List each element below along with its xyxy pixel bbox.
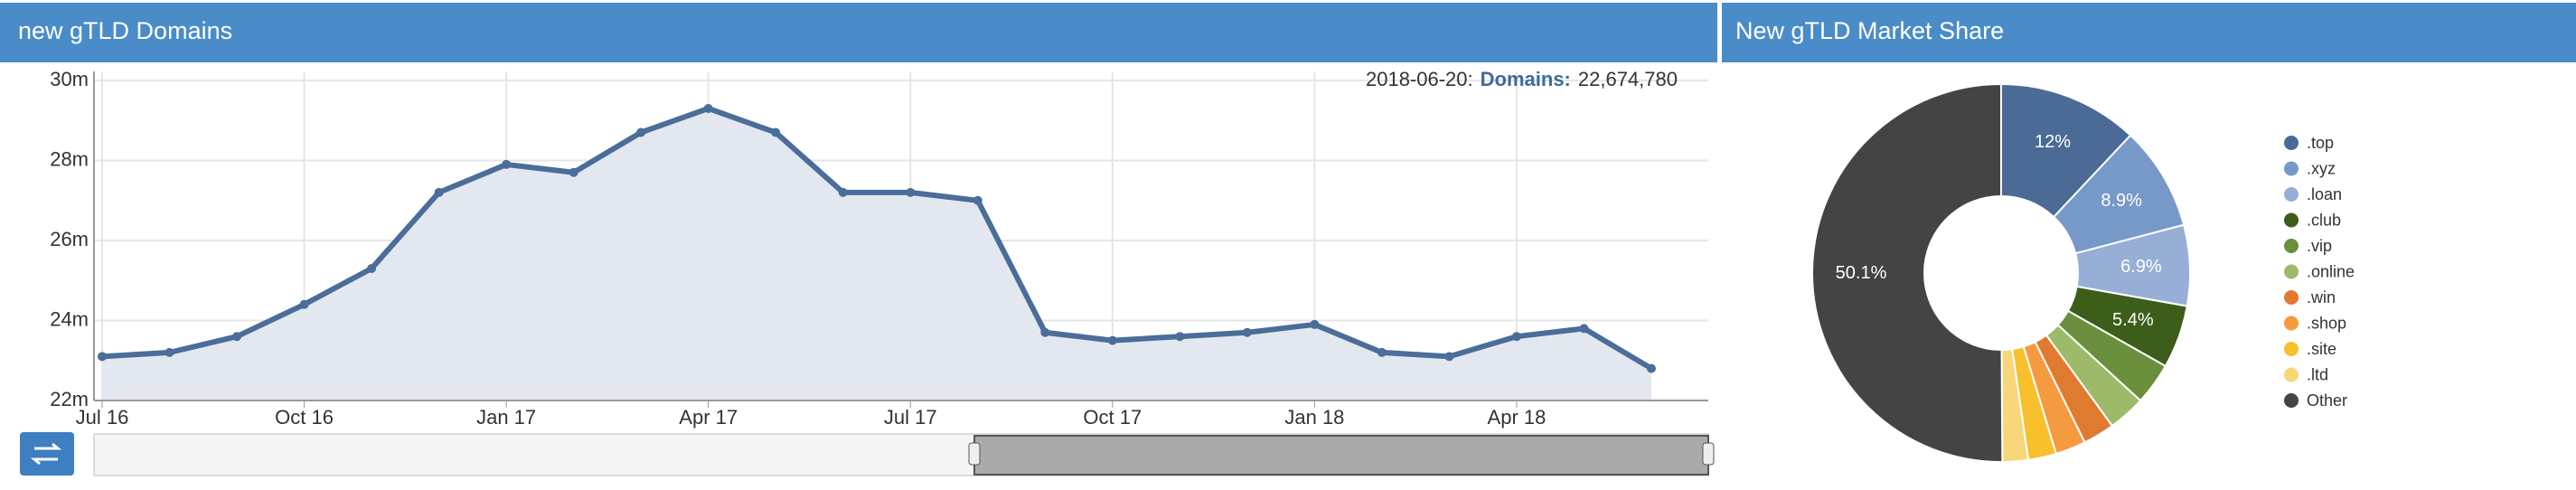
tooltip: 2018-06-20: Domains: 22,674,780 [1366, 68, 1678, 90]
legend-swatch [2284, 316, 2299, 331]
slice-label: 6.9% [2120, 257, 2162, 277]
legend-swatch [2284, 393, 2299, 408]
point [703, 103, 713, 113]
panel-header [1722, 3, 2576, 62]
point [771, 127, 781, 137]
legend-label: .vip [2307, 237, 2332, 255]
legend-swatch [2284, 342, 2299, 356]
point [367, 263, 377, 273]
point [434, 187, 444, 197]
point [1107, 335, 1117, 345]
legend-swatch [2284, 161, 2299, 176]
point [502, 159, 512, 169]
point [636, 127, 646, 137]
x-tick-label: Oct 17 [1083, 406, 1142, 429]
tooltip-series: Domains: [1481, 68, 1571, 90]
point [973, 195, 982, 205]
slice-label: 5.4% [2112, 310, 2154, 330]
legend-label: .xyz [2307, 159, 2336, 177]
slice-label: 50.1% [1836, 263, 1887, 283]
point [1377, 347, 1387, 357]
point [232, 332, 242, 342]
navigator-handle[interactable] [1702, 442, 1715, 466]
slice-label: 12% [2035, 132, 2071, 152]
x-tick-label: Oct 16 [275, 406, 334, 429]
y-tick-label: 22m [50, 388, 89, 410]
legend-swatch [2284, 239, 2299, 253]
legend-label: .ltd [2307, 365, 2328, 383]
point [1310, 319, 1320, 329]
legend-label: .club [2307, 211, 2341, 229]
legend-label: .loan [2307, 185, 2342, 203]
point [1175, 332, 1185, 342]
y-tick-label: 26m [50, 228, 89, 250]
legend-swatch [2284, 290, 2299, 305]
point [165, 347, 174, 357]
legend-label: Other [2307, 391, 2347, 410]
x-tick-label: Jul 16 [76, 406, 129, 429]
tooltip-date: 2018-06-20: [1366, 68, 1473, 90]
area [102, 108, 1651, 400]
x-tick-label: Jan 18 [1284, 406, 1344, 429]
legend-label: .online [2307, 262, 2355, 280]
pie-slice [1811, 82, 2004, 463]
x-tick-label: Apr 18 [1488, 406, 1547, 429]
legend-swatch [2284, 136, 2299, 150]
point [1444, 352, 1454, 362]
legend-label: .shop [2307, 314, 2346, 332]
y-tick-label: 24m [50, 307, 89, 330]
panel-title: new gTLD Domains [18, 17, 232, 44]
point [98, 352, 107, 362]
tooltip-value: 22,674,780 [1578, 68, 1678, 90]
panel-header [0, 3, 1717, 62]
legend-swatch [2284, 264, 2299, 279]
pie-slice [2000, 82, 2132, 219]
toggle-button[interactable] [20, 432, 74, 476]
line [101, 105, 1653, 372]
legend-label: .site [2307, 340, 2336, 358]
point [838, 187, 848, 197]
point [1242, 327, 1252, 337]
x-tick-label: Jul 17 [884, 406, 937, 429]
point [1511, 332, 1521, 342]
point [1040, 327, 1050, 337]
point [1579, 324, 1589, 334]
legend-swatch [2284, 212, 2299, 228]
point [1647, 363, 1656, 373]
legend-swatch [2284, 367, 2299, 382]
x-tick-label: Jan 17 [476, 406, 536, 429]
slice-label: 8.9% [2101, 191, 2142, 211]
panel-title: New gTLD Market Share [1735, 17, 2004, 44]
legend-swatch [2284, 187, 2299, 202]
point [299, 299, 309, 309]
point [906, 187, 916, 197]
y-tick-label: 30m [50, 68, 89, 90]
point [569, 167, 578, 177]
x-tick-label: Apr 17 [679, 406, 738, 429]
legend-label: .top [2307, 134, 2334, 152]
navigator-handle[interactable] [968, 442, 981, 466]
y-tick-label: 28m [50, 147, 89, 170]
navigator-selection[interactable] [973, 435, 1709, 476]
legend-label: .win [2307, 288, 2336, 306]
